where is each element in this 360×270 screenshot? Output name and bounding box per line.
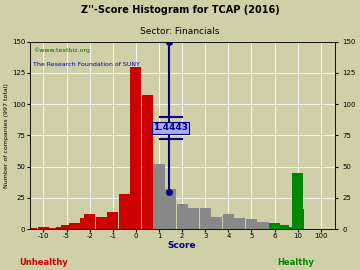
Bar (26, 228, 37, 229)
Bar (69, 223, 80, 229)
Bar (257, 222, 269, 229)
Y-axis label: Number of companies (997 total): Number of companies (997 total) (4, 83, 9, 188)
Text: Healthy: Healthy (277, 258, 314, 267)
Bar (61, 225, 72, 229)
Text: Unhealthy: Unhealthy (19, 258, 68, 267)
Bar (130, 67, 141, 229)
Bar (73, 224, 84, 229)
Bar (275, 225, 286, 229)
Bar (59, 227, 70, 229)
Bar (165, 189, 176, 229)
Bar (269, 223, 280, 229)
Bar (52, 228, 63, 229)
Bar (246, 219, 257, 229)
Bar (177, 204, 188, 229)
Bar (293, 220, 304, 229)
Bar (284, 227, 294, 229)
Bar (211, 217, 222, 229)
Bar (200, 208, 211, 229)
Bar (234, 218, 246, 229)
Bar (84, 214, 95, 229)
Bar (292, 209, 303, 229)
Text: Sector: Financials: Sector: Financials (140, 27, 220, 36)
Text: ©www.textbiz.org: ©www.textbiz.org (33, 48, 90, 53)
Bar (272, 225, 283, 229)
Bar (278, 225, 289, 229)
Bar (292, 173, 303, 229)
Bar (65, 227, 76, 229)
Bar (188, 208, 199, 229)
Text: 1.4443: 1.4443 (153, 123, 188, 132)
Bar (107, 212, 118, 229)
Bar (42, 228, 54, 229)
Bar (76, 223, 87, 229)
Bar (80, 218, 91, 229)
Text: The Research Foundation of SUNY: The Research Foundation of SUNY (33, 62, 140, 68)
Bar (287, 227, 297, 229)
Bar (293, 217, 303, 229)
Text: Z''-Score Histogram for TCAP (2016): Z''-Score Histogram for TCAP (2016) (81, 5, 279, 15)
Bar (280, 227, 292, 229)
Bar (292, 185, 303, 229)
Bar (142, 96, 153, 229)
Bar (96, 217, 107, 229)
Bar (223, 214, 234, 229)
Bar (57, 227, 68, 229)
Bar (289, 227, 300, 229)
Bar (38, 227, 49, 229)
Bar (153, 164, 165, 229)
X-axis label: Score: Score (168, 241, 197, 250)
Bar (119, 194, 130, 229)
